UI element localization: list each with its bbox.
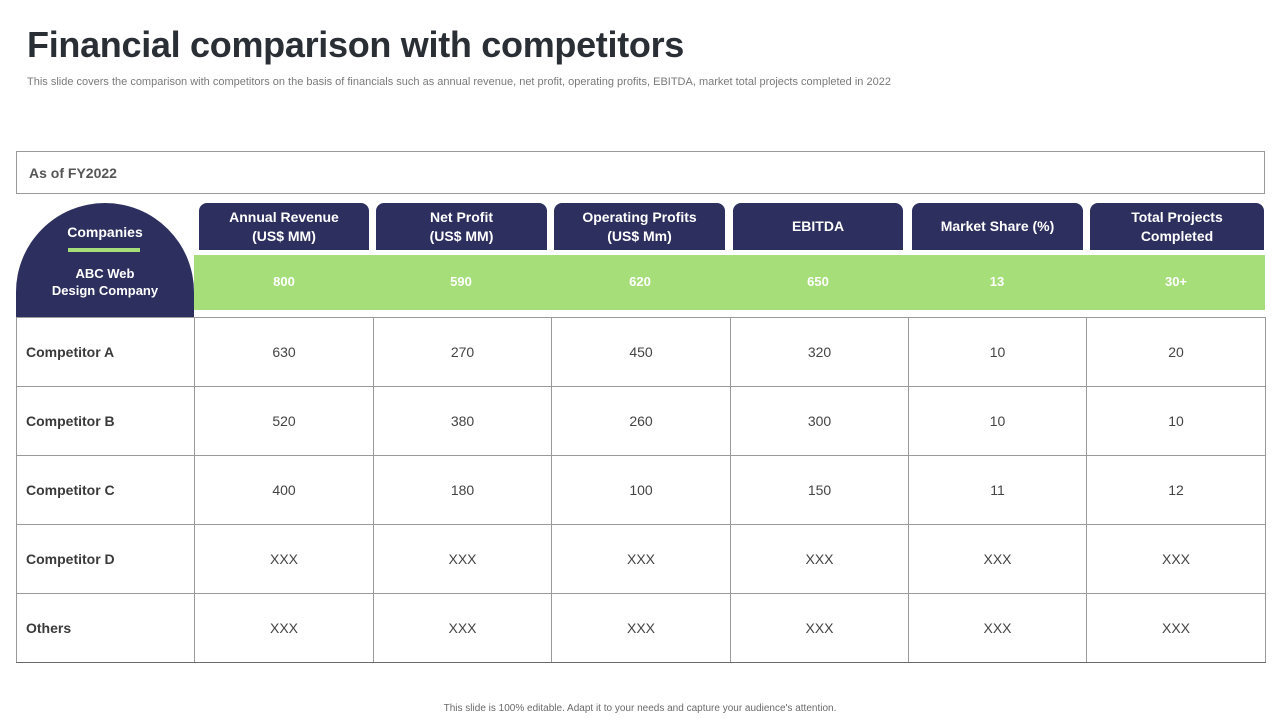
table-cell: 11 [908, 455, 1087, 525]
table-row: Competitor C 400 180 100 150 11 12 [16, 455, 1266, 525]
own-value-annual-revenue: 800 [273, 274, 295, 289]
companies-underline [68, 248, 140, 252]
row-name: Competitor A [16, 317, 195, 387]
table-cell: 630 [194, 317, 374, 387]
footer-note: This slide is 100% editable. Adapt it to… [443, 703, 837, 714]
table-cell: 320 [730, 317, 909, 387]
table-cell: XXX [1086, 524, 1266, 594]
table-row: Competitor D XXX XXX XXX XXX XXX XXX [16, 524, 1266, 594]
row-name: Competitor D [16, 524, 195, 594]
table-cell: 300 [730, 386, 909, 456]
column-header-operating-profits: Operating Profits (US$ Mm) [554, 203, 725, 250]
table-cell: 520 [194, 386, 374, 456]
table-cell: 10 [908, 317, 1087, 387]
column-header-total-projects: Total Projects Completed [1090, 203, 1264, 250]
table-cell: 20 [1086, 317, 1266, 387]
column-header-market-share: Market Share (%) [912, 203, 1083, 250]
table-cell: 100 [551, 455, 731, 525]
table-cell: 400 [194, 455, 374, 525]
table-cell: 180 [373, 455, 552, 525]
table-cell: 150 [730, 455, 909, 525]
table-cell: XXX [551, 524, 731, 594]
column-header-annual-revenue: Annual Revenue (US$ MM) [199, 203, 369, 250]
table-row: Others XXX XXX XXX XXX XXX XXX [16, 593, 1266, 663]
own-value-total-projects: 30+ [1164, 274, 1188, 289]
own-value-ebitda: 650 [807, 274, 829, 289]
table-cell: XXX [551, 593, 731, 663]
table-cell: XXX [1086, 593, 1266, 663]
column-header-net-profit: Net Profit (US$ MM) [376, 203, 547, 250]
table-cell: 380 [373, 386, 552, 456]
own-value-operating-profits: 620 [629, 274, 651, 289]
table-cell: 450 [551, 317, 731, 387]
table-cell: 260 [551, 386, 731, 456]
row-name: Others [16, 593, 195, 663]
table-cell: 270 [373, 317, 552, 387]
competitor-table: Competitor A 630 270 450 320 10 20 Compe… [16, 317, 1266, 663]
table-cell: XXX [194, 593, 374, 663]
table-cell: 10 [1086, 386, 1266, 456]
own-company-name: ABC Web Design Company [51, 266, 159, 298]
table-cell: XXX [908, 524, 1087, 594]
own-company-row [194, 255, 1265, 310]
as-of-banner: As of FY2022 [16, 151, 1265, 194]
table-row: Competitor B 520 380 260 300 10 10 [16, 386, 1266, 456]
table-row: Competitor A 630 270 450 320 10 20 [16, 317, 1266, 387]
table-cell: 10 [908, 386, 1087, 456]
companies-badge: Companies ABC Web Design Company [16, 203, 194, 318]
companies-label: Companies [67, 224, 143, 240]
table-cell: XXX [908, 593, 1087, 663]
own-value-net-profit: 590 [450, 274, 472, 289]
page-subtitle: This slide covers the comparison with co… [27, 76, 891, 88]
table-cell: 12 [1086, 455, 1266, 525]
table-cell: XXX [730, 524, 909, 594]
row-name: Competitor C [16, 455, 195, 525]
own-value-market-share: 13 [989, 274, 1005, 289]
row-name: Competitor B [16, 386, 195, 456]
column-header-ebitda: EBITDA [733, 203, 903, 250]
table-cell: XXX [730, 593, 909, 663]
page-title: Financial comparison with competitors [27, 24, 685, 65]
table-cell: XXX [194, 524, 374, 594]
table-cell: XXX [373, 524, 552, 594]
as-of-label: As of FY2022 [29, 165, 117, 181]
table-cell: XXX [373, 593, 552, 663]
